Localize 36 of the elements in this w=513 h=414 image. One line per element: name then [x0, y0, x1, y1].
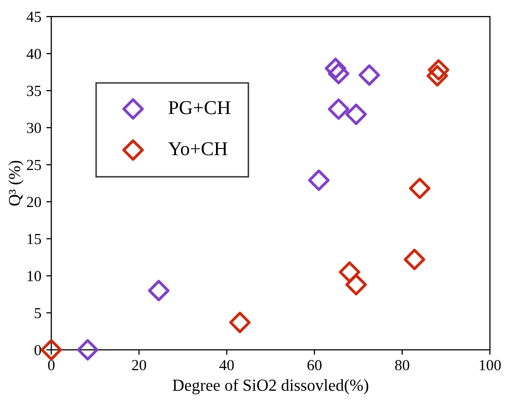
point: [229, 312, 251, 334]
point: [409, 178, 430, 200]
point: [345, 274, 367, 296]
x-tick-label: 40: [219, 360, 234, 370]
x-tick-label: 80: [395, 360, 410, 370]
x-tick-label: 0: [48, 360, 55, 370]
point: [324, 58, 346, 80]
x-tick-label: 100: [480, 360, 501, 370]
legend-label: PG+CH: [168, 101, 230, 114]
y-tick-label: 10: [28, 270, 41, 282]
y-tick-label: 35: [27, 86, 41, 96]
point: [358, 64, 380, 86]
point: [40, 339, 62, 361]
point: [308, 170, 330, 191]
legend-label: Yo+CH: [168, 142, 228, 156]
y-tick-label: 0: [34, 344, 41, 356]
y-axis-title: Q³ (%): [8, 160, 24, 206]
point: [426, 65, 448, 87]
point: [338, 261, 360, 283]
x-tick-label: 60: [307, 360, 322, 370]
point: [148, 280, 170, 302]
point: [428, 59, 450, 81]
y-tick-label: 15: [28, 234, 41, 244]
y-tick-label: 30: [27, 122, 41, 134]
point: [345, 104, 367, 126]
y-tick-label: 20: [26, 196, 41, 208]
point: [328, 62, 350, 84]
point: [328, 98, 350, 120]
point: [77, 339, 98, 361]
y-tick-label: 45: [26, 12, 41, 22]
y-tick-label: 40: [26, 48, 41, 60]
x-tick-label: 20: [132, 360, 146, 370]
y-tick-label: 5: [34, 308, 41, 318]
y-tick-label: 25: [26, 160, 41, 170]
x-axis-title: Degree of SiO2 dissovled(%): [172, 378, 368, 394]
point: [404, 248, 426, 270]
